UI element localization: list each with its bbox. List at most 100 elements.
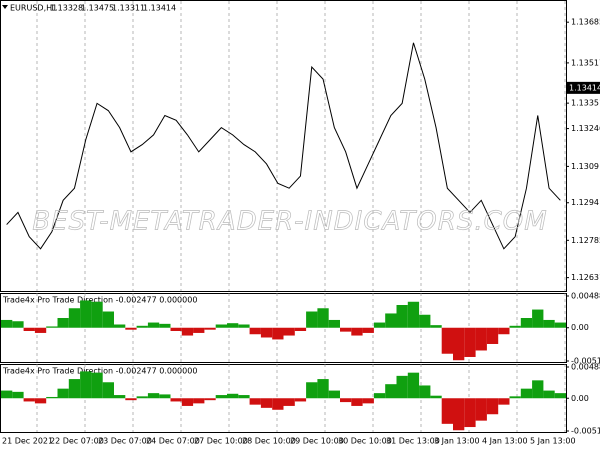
histogram-bar bbox=[441, 398, 453, 424]
histogram-bar bbox=[193, 398, 205, 404]
histogram-bar bbox=[419, 314, 431, 328]
y-tick-label: 1.1309 bbox=[571, 162, 599, 171]
histogram-bar bbox=[430, 325, 442, 328]
histogram-bar bbox=[486, 398, 499, 415]
histogram-bar bbox=[204, 398, 216, 401]
histogram-bar bbox=[328, 319, 340, 328]
histogram-bar bbox=[396, 305, 408, 328]
histogram-bar bbox=[114, 324, 126, 328]
histogram-bar bbox=[91, 372, 103, 399]
histogram-bar bbox=[238, 324, 250, 328]
y-tick-label: 0.004886 bbox=[571, 292, 600, 301]
y-tick-label: 0.00 bbox=[571, 394, 589, 403]
histogram-bar bbox=[385, 384, 397, 399]
histogram-bar bbox=[204, 327, 216, 330]
y-tick-label: 0.004886 bbox=[571, 363, 600, 372]
y-tick-label: 1.13246 bbox=[571, 124, 600, 133]
current-price-box bbox=[567, 81, 600, 94]
histogram-bar bbox=[260, 398, 273, 408]
histogram-bar bbox=[294, 398, 307, 402]
histogram-bar bbox=[80, 371, 92, 399]
histogram-bar bbox=[102, 311, 114, 328]
histogram-bar bbox=[215, 395, 227, 399]
histogram-bar bbox=[373, 322, 386, 328]
title-marker bbox=[2, 5, 8, 9]
x-tick-label: 22 Dec 07:00 bbox=[50, 437, 104, 446]
histogram-bar bbox=[68, 379, 81, 399]
histogram-bar bbox=[272, 398, 284, 410]
histogram-bar bbox=[57, 317, 69, 328]
histogram-bar bbox=[453, 327, 465, 361]
histogram-bar bbox=[46, 396, 58, 399]
histogram-bar bbox=[498, 398, 510, 405]
histogram-bar bbox=[396, 375, 408, 399]
histogram-bar bbox=[385, 313, 397, 328]
histogram-bar bbox=[125, 398, 137, 401]
y-tick-label: -0.005119 bbox=[571, 427, 600, 436]
histogram-bar bbox=[80, 300, 92, 328]
histogram-bar bbox=[23, 398, 35, 402]
x-tick-label: 28 Dec 10:00 bbox=[242, 437, 296, 446]
histogram-bar bbox=[136, 325, 148, 328]
x-tick-label: 27 Dec 10:00 bbox=[194, 437, 248, 446]
y-tick-label: -0.005119 bbox=[571, 357, 600, 366]
histogram-bar bbox=[147, 393, 160, 399]
histogram-bar bbox=[509, 396, 521, 399]
histogram-bar bbox=[91, 301, 103, 328]
histogram-bar bbox=[351, 398, 363, 406]
histogram-bar bbox=[441, 327, 453, 354]
x-tick-label: 24 Dec 07:00 bbox=[146, 437, 200, 446]
histogram-bar bbox=[328, 390, 340, 399]
histogram-bar bbox=[509, 325, 521, 328]
histogram-bar bbox=[306, 311, 318, 328]
chart-title: EURUSD,H1 bbox=[10, 4, 57, 13]
price-line bbox=[6, 42, 561, 250]
x-tick-label: 3 Jan 13:00 bbox=[434, 437, 480, 446]
histogram-bar bbox=[464, 327, 476, 357]
histogram-bar bbox=[1, 319, 13, 328]
ohlc-value: 1.13414 bbox=[143, 4, 176, 13]
x-tick-label: 30 Dec 10:00 bbox=[338, 437, 392, 446]
histogram-bar bbox=[181, 327, 194, 336]
y-tick-label: 1.1294 bbox=[571, 198, 599, 207]
histogram-bar bbox=[34, 398, 47, 404]
y-tick-label: 0.00 bbox=[571, 323, 589, 332]
histogram-bar bbox=[475, 327, 487, 351]
histogram-bar bbox=[102, 382, 114, 399]
histogram-bar bbox=[554, 322, 566, 328]
y-tick-label: 1.13517 bbox=[571, 58, 600, 67]
histogram-bar bbox=[57, 388, 69, 399]
histogram-bar bbox=[543, 319, 555, 328]
x-tick-label: 4 Jan 13:00 bbox=[482, 437, 528, 446]
histogram-bar bbox=[419, 385, 431, 399]
histogram-bar bbox=[215, 324, 227, 328]
main-frame bbox=[0, 0, 567, 292]
histogram-bar bbox=[317, 308, 329, 328]
histogram-bar bbox=[407, 301, 420, 328]
x-tick-label: 31 Dec 13:00 bbox=[386, 437, 440, 446]
y-tick-label: 1.13685 bbox=[571, 18, 600, 27]
histogram-bar bbox=[475, 398, 487, 421]
histogram-bar bbox=[136, 396, 148, 399]
histogram-bar bbox=[362, 398, 374, 404]
histogram-bar bbox=[159, 394, 171, 399]
histogram-bar bbox=[159, 323, 171, 328]
histogram-bar bbox=[294, 327, 307, 331]
histogram-bar bbox=[12, 391, 24, 399]
histogram-bar bbox=[227, 323, 239, 328]
histogram-bar bbox=[520, 317, 533, 328]
histogram-bar bbox=[283, 327, 295, 336]
histogram-bar bbox=[1, 390, 13, 399]
histogram-bar bbox=[147, 322, 160, 328]
ohlc-value: 1.13328 bbox=[50, 4, 83, 13]
histogram-bar bbox=[170, 327, 182, 331]
histogram-bar bbox=[193, 327, 205, 333]
histogram-bar bbox=[68, 308, 81, 328]
histogram-bar bbox=[34, 327, 47, 333]
indicator-title: Trade4x Pro Trade Direction -0.002477 0.… bbox=[2, 296, 197, 305]
y-tick-label: 1.12785 bbox=[571, 236, 600, 245]
histogram-bar bbox=[340, 327, 352, 332]
current-price: 1.13414 bbox=[569, 83, 600, 92]
